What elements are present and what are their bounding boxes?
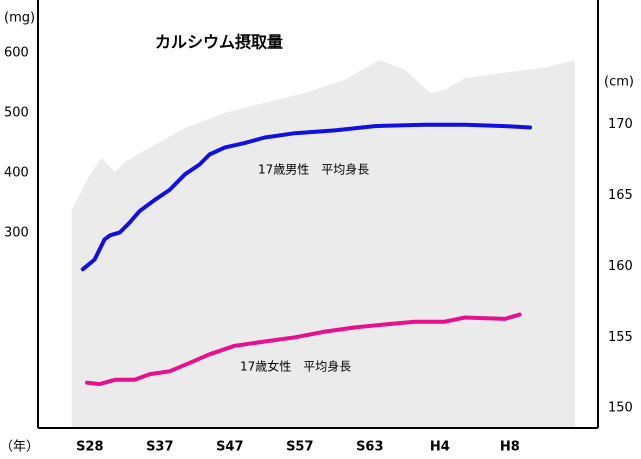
y2-tick-label: 150	[608, 401, 633, 416]
y2-tick-label: 155	[608, 330, 633, 345]
x-tick-label: H4	[430, 440, 450, 455]
line-label: 17歳男性 平均身長	[258, 162, 369, 177]
x-tick-label: S57	[286, 440, 313, 455]
line	[85, 312, 522, 387]
line-label: 17歳女性 平均身長	[240, 359, 351, 374]
area	[71, 60, 575, 428]
y2-tick-label: 170	[608, 117, 633, 132]
x-tick-label: S63	[356, 440, 383, 455]
line	[80, 122, 533, 272]
x-unit: （年）	[0, 440, 39, 455]
y2-tick-label: 165	[608, 188, 633, 203]
y-tick-label: 600	[4, 45, 29, 60]
y-tick-label: 400	[4, 165, 29, 180]
y-tick-label: 300	[4, 225, 29, 240]
y2-unit: (cm)	[604, 75, 634, 90]
y-unit: (mg)	[4, 11, 35, 26]
x-tick-label: H8	[500, 440, 520, 455]
y2-tick-label: 160	[608, 259, 633, 274]
x-tick-label: S37	[146, 440, 173, 455]
y-tick-label: 500	[4, 105, 29, 120]
x-tick-label: S28	[76, 440, 103, 455]
x-tick-label: S47	[216, 440, 243, 455]
chart-title: カルシウム摂取量	[155, 33, 283, 52]
